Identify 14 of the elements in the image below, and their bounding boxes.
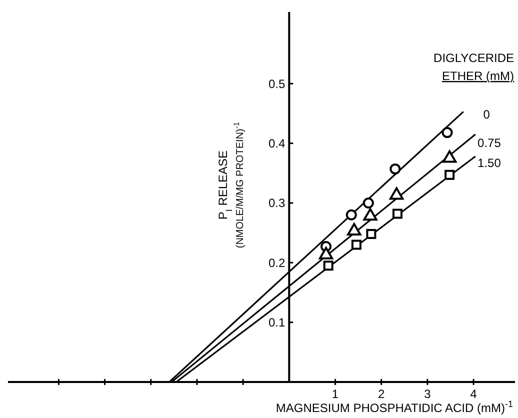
x-tick-label: 1	[332, 387, 339, 401]
legend-title: DIGLYCERIDE ETHER (mM)	[434, 51, 514, 83]
x-tick-label: 2	[378, 387, 385, 401]
x-axis-title: MAGNESIUM PHOSPHATIDIC ACID (mM)$^{-1}$	[276, 399, 513, 415]
text: 0.75	[478, 136, 502, 150]
text: 1.50	[478, 156, 502, 170]
y-tick-label: 0.3	[268, 196, 286, 210]
y-tick-label: 0.4	[268, 136, 286, 150]
x-tick-label: 4	[470, 387, 478, 401]
text: 0	[483, 108, 490, 122]
y-tick-label: 0.1	[268, 316, 286, 330]
y-tick-label: 0.5	[268, 76, 286, 91]
y-tick-label: 0.2	[268, 256, 286, 270]
x-tick-label: 3	[424, 387, 432, 401]
